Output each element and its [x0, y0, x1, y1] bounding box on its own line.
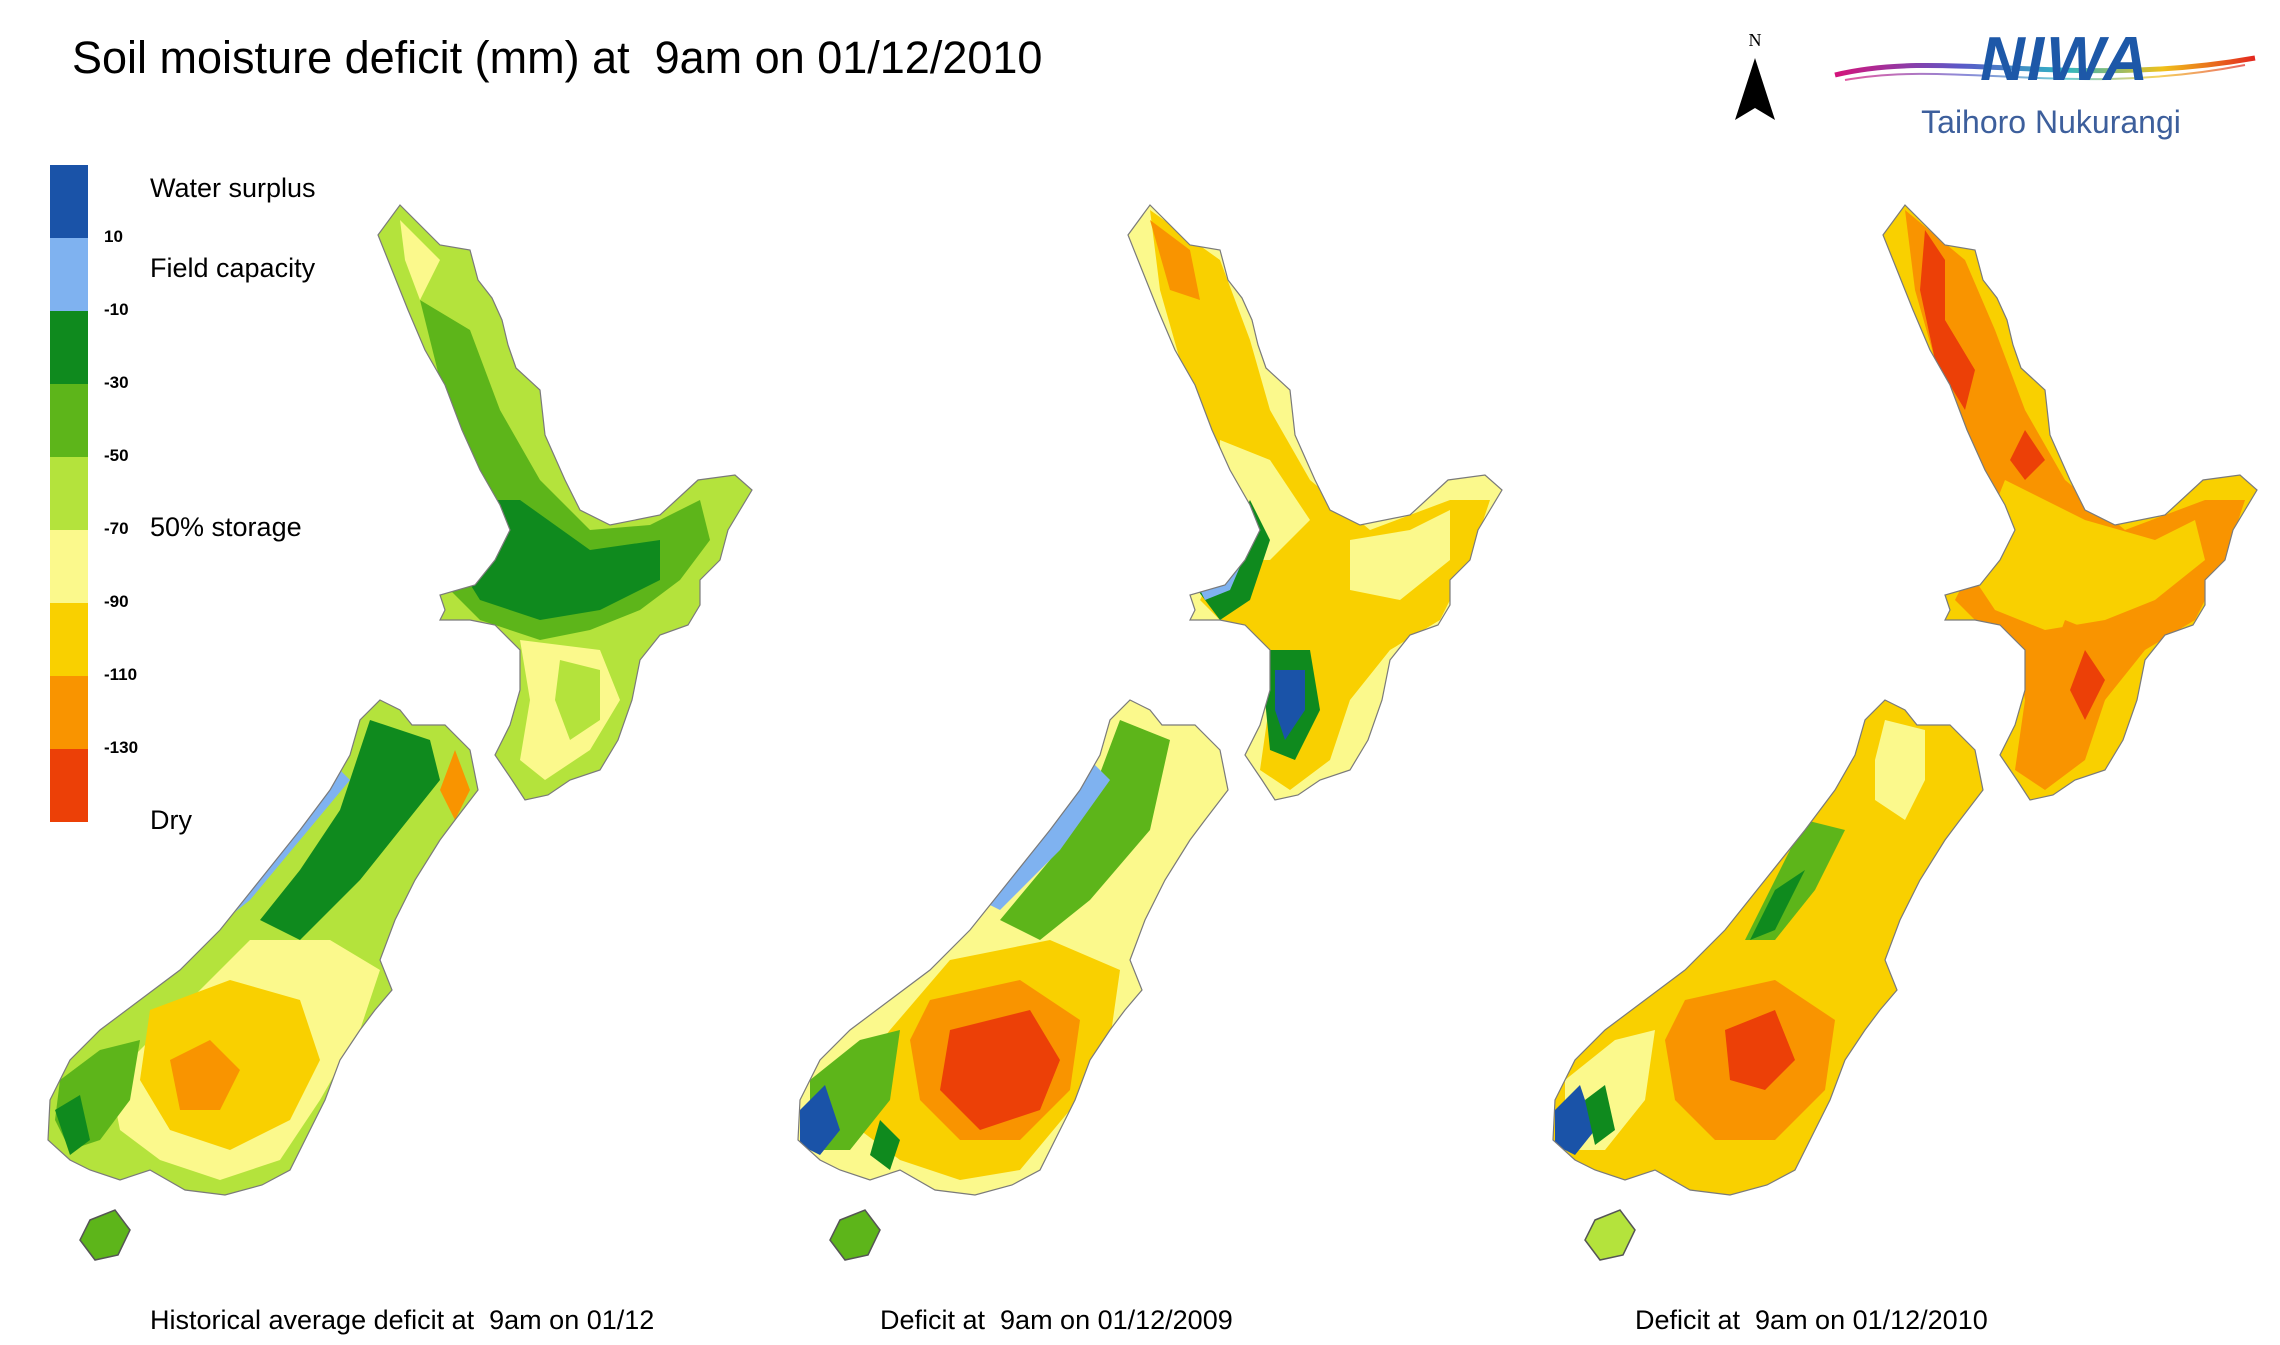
deficit-zone	[2010, 430, 2045, 480]
deficit-zone	[260, 720, 440, 940]
legend-swatch-field-capacity	[50, 238, 88, 311]
nz-deficit-map	[797, 204, 1503, 1261]
deficit-zone	[1750, 870, 1805, 940]
coastline	[1552, 699, 1984, 1196]
legend-tick: -90	[104, 592, 129, 611]
legend-tick: -50	[104, 446, 129, 465]
deficit-zone	[940, 1010, 1060, 1130]
map-caption-2009: Deficit at 9am on 01/12/2009	[880, 1305, 1233, 1335]
coastline	[377, 204, 753, 801]
deficit-zone	[400, 220, 440, 300]
niwa-tagline: Taihoro Nukurangi	[1921, 104, 2181, 140]
legend-tick: -70	[104, 519, 129, 538]
stewart-island	[829, 1209, 881, 1261]
deficit-zone	[555, 660, 600, 740]
deficit-zone	[1905, 210, 2245, 790]
legend-swatch-minus10-minus30	[50, 311, 88, 384]
map-caption-2010: Deficit at 9am on 01/12/2010	[1635, 1305, 1988, 1335]
deficit-zone	[440, 750, 470, 820]
map-panel-2009	[750, 180, 1510, 1290]
deficit-zone	[1555, 1085, 1595, 1155]
coastline	[1882, 204, 2258, 801]
deficit-zone	[170, 1040, 240, 1110]
map-caption-historical: Historical average deficit at 9am on 01/…	[150, 1305, 655, 1335]
legend-label-50-storage: 50% storage	[150, 512, 302, 542]
legend-swatch-minus70-minus90	[50, 530, 88, 603]
deficit-zone	[1875, 720, 1925, 820]
legend-tick: -130	[104, 738, 139, 757]
deficit-zone	[1975, 480, 2205, 630]
deficit-zone	[1920, 230, 1975, 410]
deficit-zone	[1585, 1085, 1615, 1145]
deficit-zone	[1275, 670, 1305, 740]
stewart-island	[79, 1209, 131, 1261]
nz-deficit-map	[1552, 204, 2258, 1261]
niwa-wordmark: NIWA	[1980, 25, 2150, 94]
legend-swatch-dry	[50, 749, 88, 822]
nz-deficit-map	[47, 204, 753, 1261]
legend-label-dry: Dry	[150, 805, 192, 835]
coastline	[47, 699, 479, 1196]
deficit-zones	[798, 205, 1502, 1195]
north-letter: N	[1748, 30, 1762, 50]
deficit-zone	[800, 1085, 840, 1155]
legend-tick: -30	[104, 373, 129, 392]
map-title: Soil moisture deficit (mm) at 9am on 01/…	[72, 32, 1043, 83]
deficit-zone	[1000, 720, 1170, 940]
legend-swatch-minus110-minus130	[50, 676, 88, 749]
coastline	[797, 699, 1229, 1196]
niwa-swoosh-icon	[1834, 55, 2256, 81]
deficit-zone	[2070, 650, 2105, 720]
niwa-logo: NIWA Taihoro Nukurangi	[1825, 20, 2265, 150]
legend-swatch-minus50-minus70	[50, 457, 88, 530]
deficit-zone	[1150, 210, 1490, 790]
legend-swatch-minus90-minus110	[50, 603, 88, 676]
legend-tick: -10	[104, 300, 129, 319]
map-panel-2010	[1505, 180, 2265, 1290]
deficit-zone	[1350, 510, 1450, 600]
legend-tick: 10	[104, 227, 123, 246]
legend-swatch-minus30-minus50	[50, 384, 88, 457]
legend-label-water-surplus: Water surplus	[150, 173, 316, 203]
north-arrow-icon	[1735, 58, 1775, 120]
deficit-zone	[55, 1095, 90, 1155]
legend-swatch-water-surplus	[50, 165, 88, 238]
deficit-zones	[48, 205, 752, 1195]
map-panel-historical	[0, 180, 760, 1290]
coastline	[1127, 204, 1503, 801]
legend-label-field-capacity: Field capacity	[150, 253, 316, 283]
deficit-zone	[1725, 1010, 1795, 1090]
deficit-zone	[870, 1120, 900, 1170]
north-arrow: N	[1730, 30, 1780, 130]
legend: 10 -10 -30 -50 -70 -90 -110 -130 Water s…	[50, 165, 350, 855]
legend-tick: -110	[104, 665, 138, 684]
deficit-zone	[1150, 220, 1200, 300]
stewart-island	[1584, 1209, 1636, 1261]
deficit-zones	[1553, 205, 2257, 1195]
